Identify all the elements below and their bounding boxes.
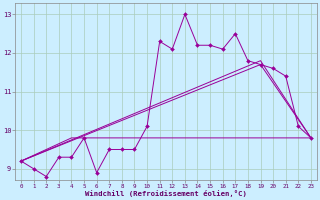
X-axis label: Windchill (Refroidissement éolien,°C): Windchill (Refroidissement éolien,°C) xyxy=(85,190,247,197)
